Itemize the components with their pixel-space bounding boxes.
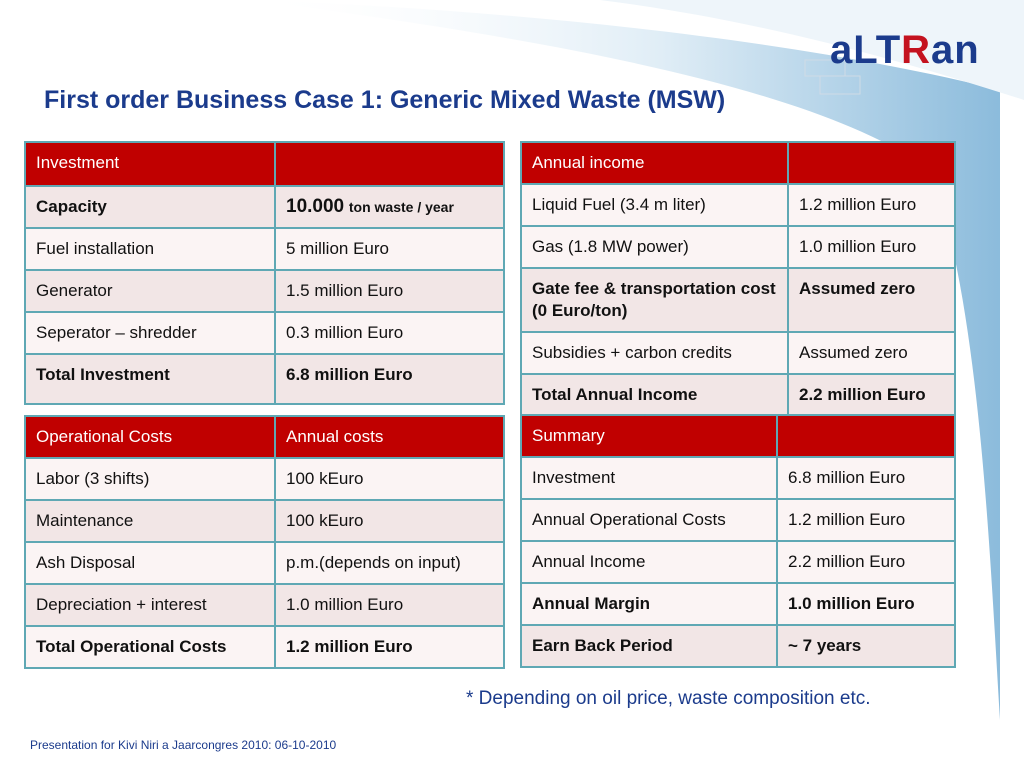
table-row: Fuel installation 5 million Euro [24, 227, 505, 271]
row-label: Fuel installation [24, 227, 276, 271]
row-label: Liquid Fuel (3.4 m liter) [520, 183, 789, 227]
row-label: Generator [24, 269, 276, 313]
row-value: 6.8 million Euro [274, 353, 505, 405]
header-cell: Annual costs [274, 415, 505, 459]
altran-logo: aLTRan [830, 28, 980, 72]
table-header-row: Investment [24, 141, 505, 187]
table-row: Investment 6.8 million Euro [520, 456, 956, 500]
table-row: Gate fee & transportation cost (0 Euro/t… [520, 267, 956, 333]
table-row: Annual Income 2.2 million Euro [520, 540, 956, 584]
table-row: Capacity 10.000 ton waste / year [24, 185, 505, 229]
row-label: Maintenance [24, 499, 276, 543]
table-header-row: Summary [520, 414, 956, 458]
row-label: Subsidies + carbon credits [520, 331, 789, 375]
operational-costs-table: Operational Costs Annual costs Labor (3 … [24, 415, 505, 669]
capacity-number: 10.000 [286, 196, 345, 217]
table-row: Seperator – shredder 0.3 million Euro [24, 311, 505, 355]
table-row: Total Investment 6.8 million Euro [24, 353, 505, 405]
header-cell: Operational Costs [24, 415, 276, 459]
table-header-row: Annual income [520, 141, 956, 185]
table-row: Depreciation + interest 1.0 million Euro [24, 583, 505, 627]
row-value: p.m.(depends on input) [274, 541, 505, 585]
table-row: Total Operational Costs 1.2 million Euro [24, 625, 505, 669]
capacity-unit: ton waste / year [348, 199, 454, 215]
row-label: Depreciation + interest [24, 583, 276, 627]
row-value: 1.2 million Euro [776, 498, 956, 542]
row-value: Assumed zero [787, 267, 956, 333]
footnote: * Depending on oil price, waste composit… [466, 688, 871, 709]
header-cell: Annual income [520, 141, 789, 185]
table-row: Earn Back Period ~ 7 years [520, 624, 956, 668]
row-label: Gate fee & transportation cost (0 Euro/t… [520, 267, 789, 333]
header-cell [274, 141, 505, 187]
row-label: Annual Operational Costs [520, 498, 778, 542]
row-value: Assumed zero [787, 331, 956, 375]
row-value: 6.8 million Euro [776, 456, 956, 500]
row-value: 1.0 million Euro [787, 225, 956, 269]
page-title: First order Business Case 1: Generic Mix… [44, 86, 726, 114]
row-value: 5 million Euro [274, 227, 505, 271]
table-row: Gas (1.8 MW power) 1.0 million Euro [520, 225, 956, 269]
row-value: 2.2 million Euro [776, 540, 956, 584]
table-row: Total Annual Income 2.2 million Euro [520, 373, 956, 417]
table-row: Generator 1.5 million Euro [24, 269, 505, 313]
row-value: 2.2 million Euro [787, 373, 956, 417]
table-header-row: Operational Costs Annual costs [24, 415, 505, 459]
row-label: Gas (1.8 MW power) [520, 225, 789, 269]
row-value: 100 kEuro [274, 457, 505, 501]
row-label: Annual Margin [520, 582, 778, 626]
row-value: 1.0 million Euro [776, 582, 956, 626]
table-row: Labor (3 shifts) 100 kEuro [24, 457, 505, 501]
investment-table: Investment Capacity 10.000 ton waste / y… [24, 141, 505, 405]
row-value: 1.5 million Euro [274, 269, 505, 313]
header-cell: Summary [520, 414, 778, 458]
presentation-footer: Presentation for Kivi Niri a Jaarcongres… [30, 738, 337, 752]
row-value: 1.0 million Euro [274, 583, 505, 627]
header-cell: Investment [24, 141, 276, 187]
table-row: Ash Disposal p.m.(depends on input) [24, 541, 505, 585]
row-label: Capacity [24, 185, 276, 229]
header-cell [776, 414, 956, 458]
table-row: Annual Operational Costs 1.2 million Eur… [520, 498, 956, 542]
row-value: ~ 7 years [776, 624, 956, 668]
table-row: Liquid Fuel (3.4 m liter) 1.2 million Eu… [520, 183, 956, 227]
row-label: Earn Back Period [520, 624, 778, 668]
header-cell [787, 141, 956, 185]
row-value: 10.000 ton waste / year [274, 185, 505, 229]
row-label: Investment [520, 456, 778, 500]
row-label: Total Operational Costs [24, 625, 276, 669]
table-row: Annual Margin 1.0 million Euro [520, 582, 956, 626]
row-label: Ash Disposal [24, 541, 276, 585]
annual-income-table: Annual income Liquid Fuel (3.4 m liter) … [520, 141, 956, 417]
row-label: Annual Income [520, 540, 778, 584]
row-value: 100 kEuro [274, 499, 505, 543]
table-row: Maintenance 100 kEuro [24, 499, 505, 543]
table-row: Subsidies + carbon credits Assumed zero [520, 331, 956, 375]
row-label: Labor (3 shifts) [24, 457, 276, 501]
row-label: Seperator – shredder [24, 311, 276, 355]
row-value: 0.3 million Euro [274, 311, 505, 355]
summary-table: Summary Investment 6.8 million Euro Annu… [520, 414, 956, 668]
row-value: 1.2 million Euro [787, 183, 956, 227]
row-value: 1.2 million Euro [274, 625, 505, 669]
row-label: Total Annual Income [520, 373, 789, 417]
row-label: Total Investment [24, 353, 276, 405]
